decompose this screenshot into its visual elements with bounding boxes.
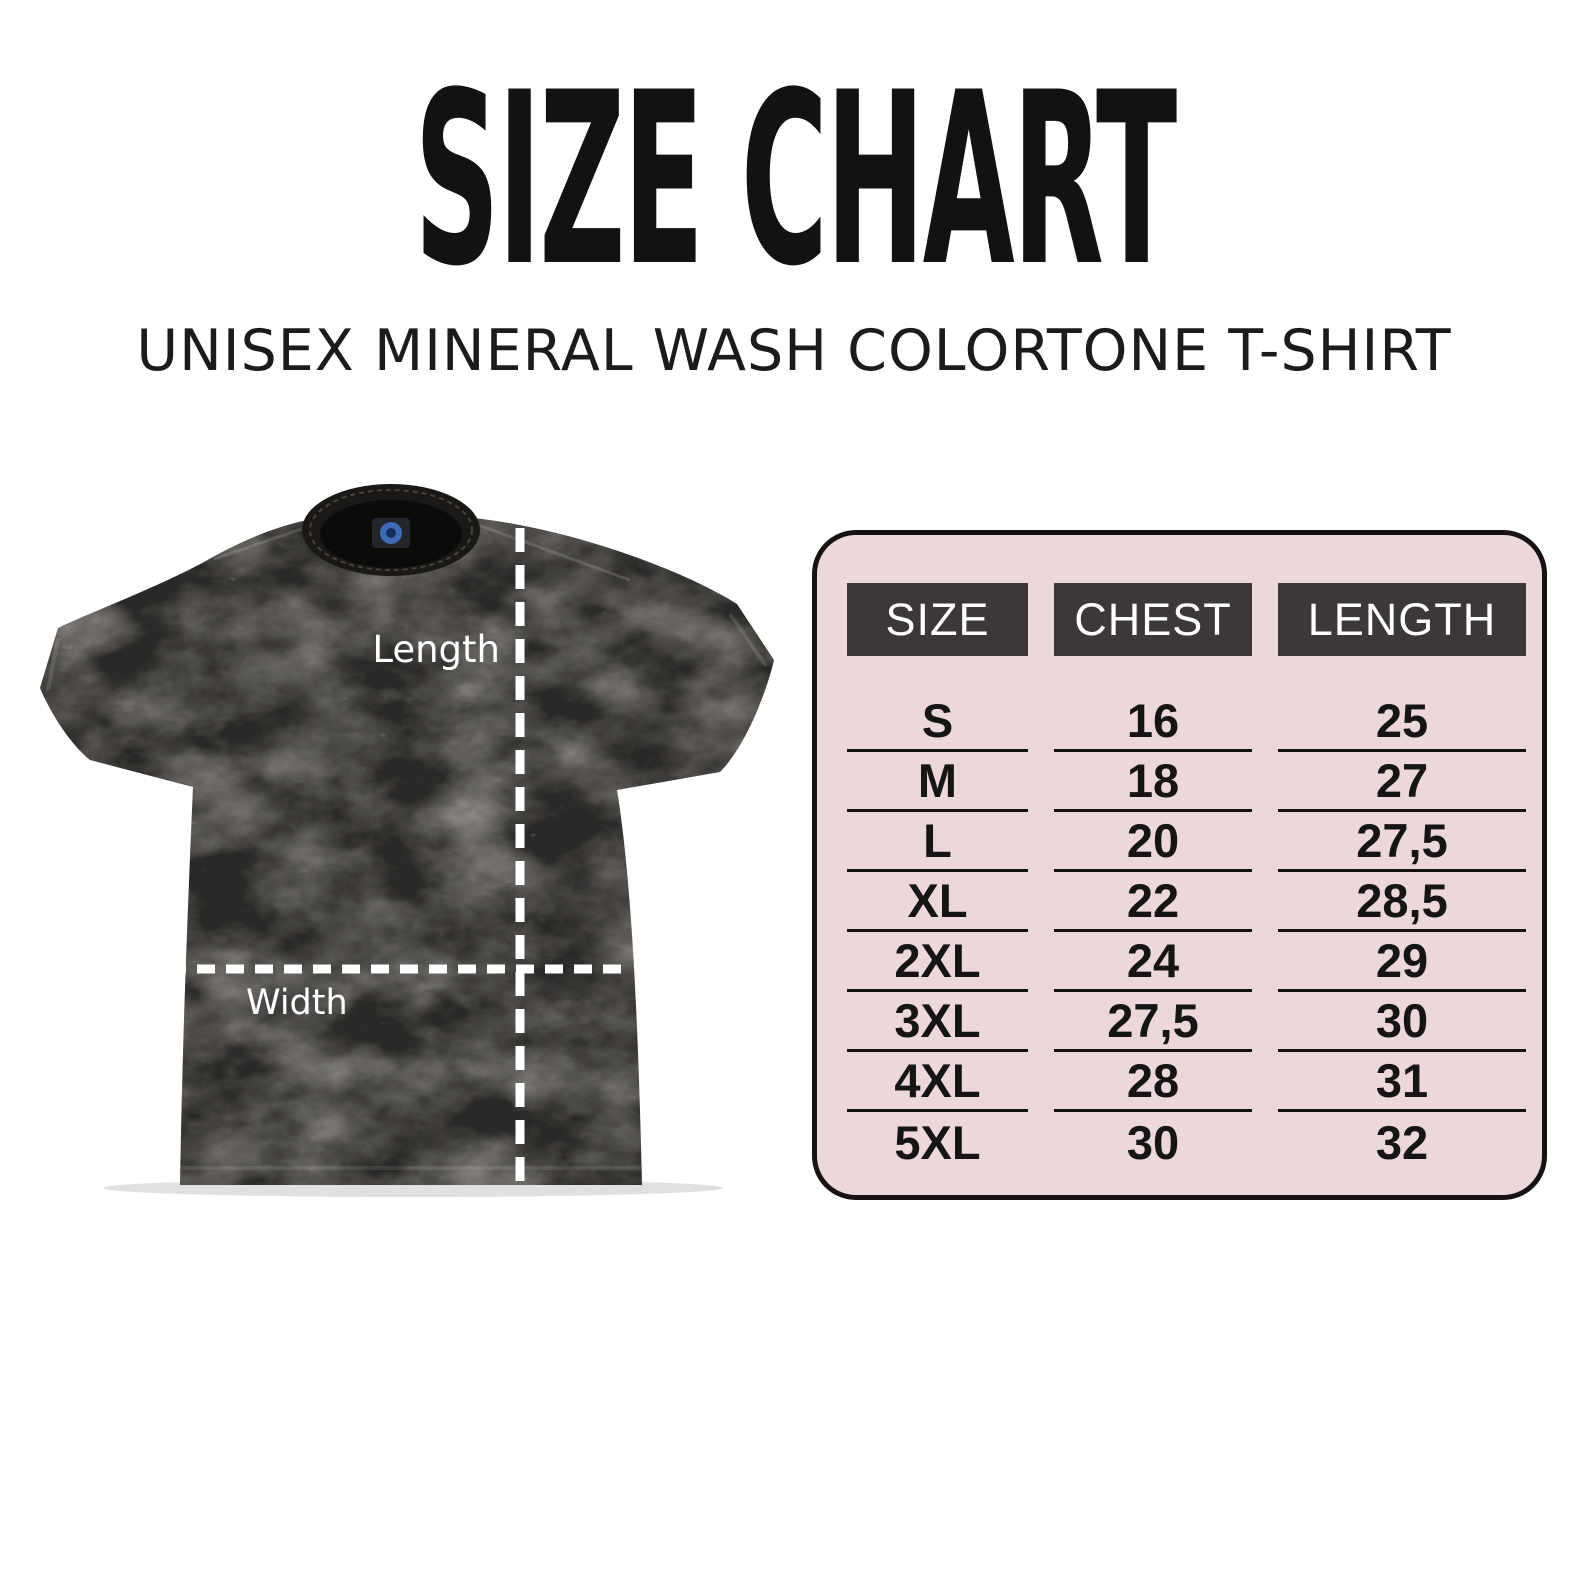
table-cell: 27 (1278, 752, 1526, 812)
tshirt-image: Length Width (40, 484, 774, 1197)
table-cell: 16 (1054, 692, 1252, 752)
table-cell: 30 (1278, 992, 1526, 1052)
table-cell: 24 (1054, 932, 1252, 992)
width-label: Width (246, 983, 348, 1023)
mineral-wash-texture (40, 506, 774, 1185)
table-cell: 3XL (847, 992, 1028, 1052)
column-header-chest: CHEST (1054, 583, 1252, 656)
table-cell: 29 (1278, 932, 1526, 992)
table-cell: M (847, 752, 1028, 812)
table-cell: 2XL (847, 932, 1028, 992)
brand-tag-icon (372, 518, 410, 548)
page-title-wrap: SIZE CHART (0, 62, 1588, 300)
table-cell: S (847, 692, 1028, 752)
size-table-body: S 16 25 M 18 27 L 20 27,5 XL 22 28,5 2XL 24 29 3XL 27,5 3… (847, 692, 1542, 1172)
table-cell: XL (847, 872, 1028, 932)
page-title: SIZE CHART (413, 42, 1177, 319)
table-cell: 28 (1054, 1052, 1252, 1112)
length-label: Length (372, 628, 500, 671)
tshirt-diagram: Length Width (18, 452, 778, 1197)
table-cell: 31 (1278, 1052, 1526, 1112)
table-cell: 4XL (847, 1052, 1028, 1112)
column-header-size: SIZE (847, 583, 1028, 656)
size-table-header: SIZE CHEST LENGTH (847, 583, 1542, 656)
size-table: SIZE CHEST LENGTH S 16 25 M 18 27 L 20 27,5 XL 22 2… (812, 530, 1547, 1200)
table-cell: 27,5 (1054, 992, 1252, 1052)
table-cell: 30 (1126, 1115, 1180, 1169)
table-cell: 32 (1375, 1115, 1429, 1169)
table-cell: 27,5 (1278, 812, 1526, 872)
table-cell: 25 (1278, 692, 1526, 752)
page-subtitle: UNISEX MINERAL WASH COLORTONE T-SHIRT (136, 318, 1452, 384)
table-cell: 5XL (894, 1115, 981, 1169)
table-cell: 18 (1054, 752, 1252, 812)
table-cell: 22 (1054, 872, 1252, 932)
table-cell: L (847, 812, 1028, 872)
table-cell: 28,5 (1278, 872, 1526, 932)
column-header-length: LENGTH (1278, 583, 1526, 656)
table-cell: 20 (1054, 812, 1252, 872)
